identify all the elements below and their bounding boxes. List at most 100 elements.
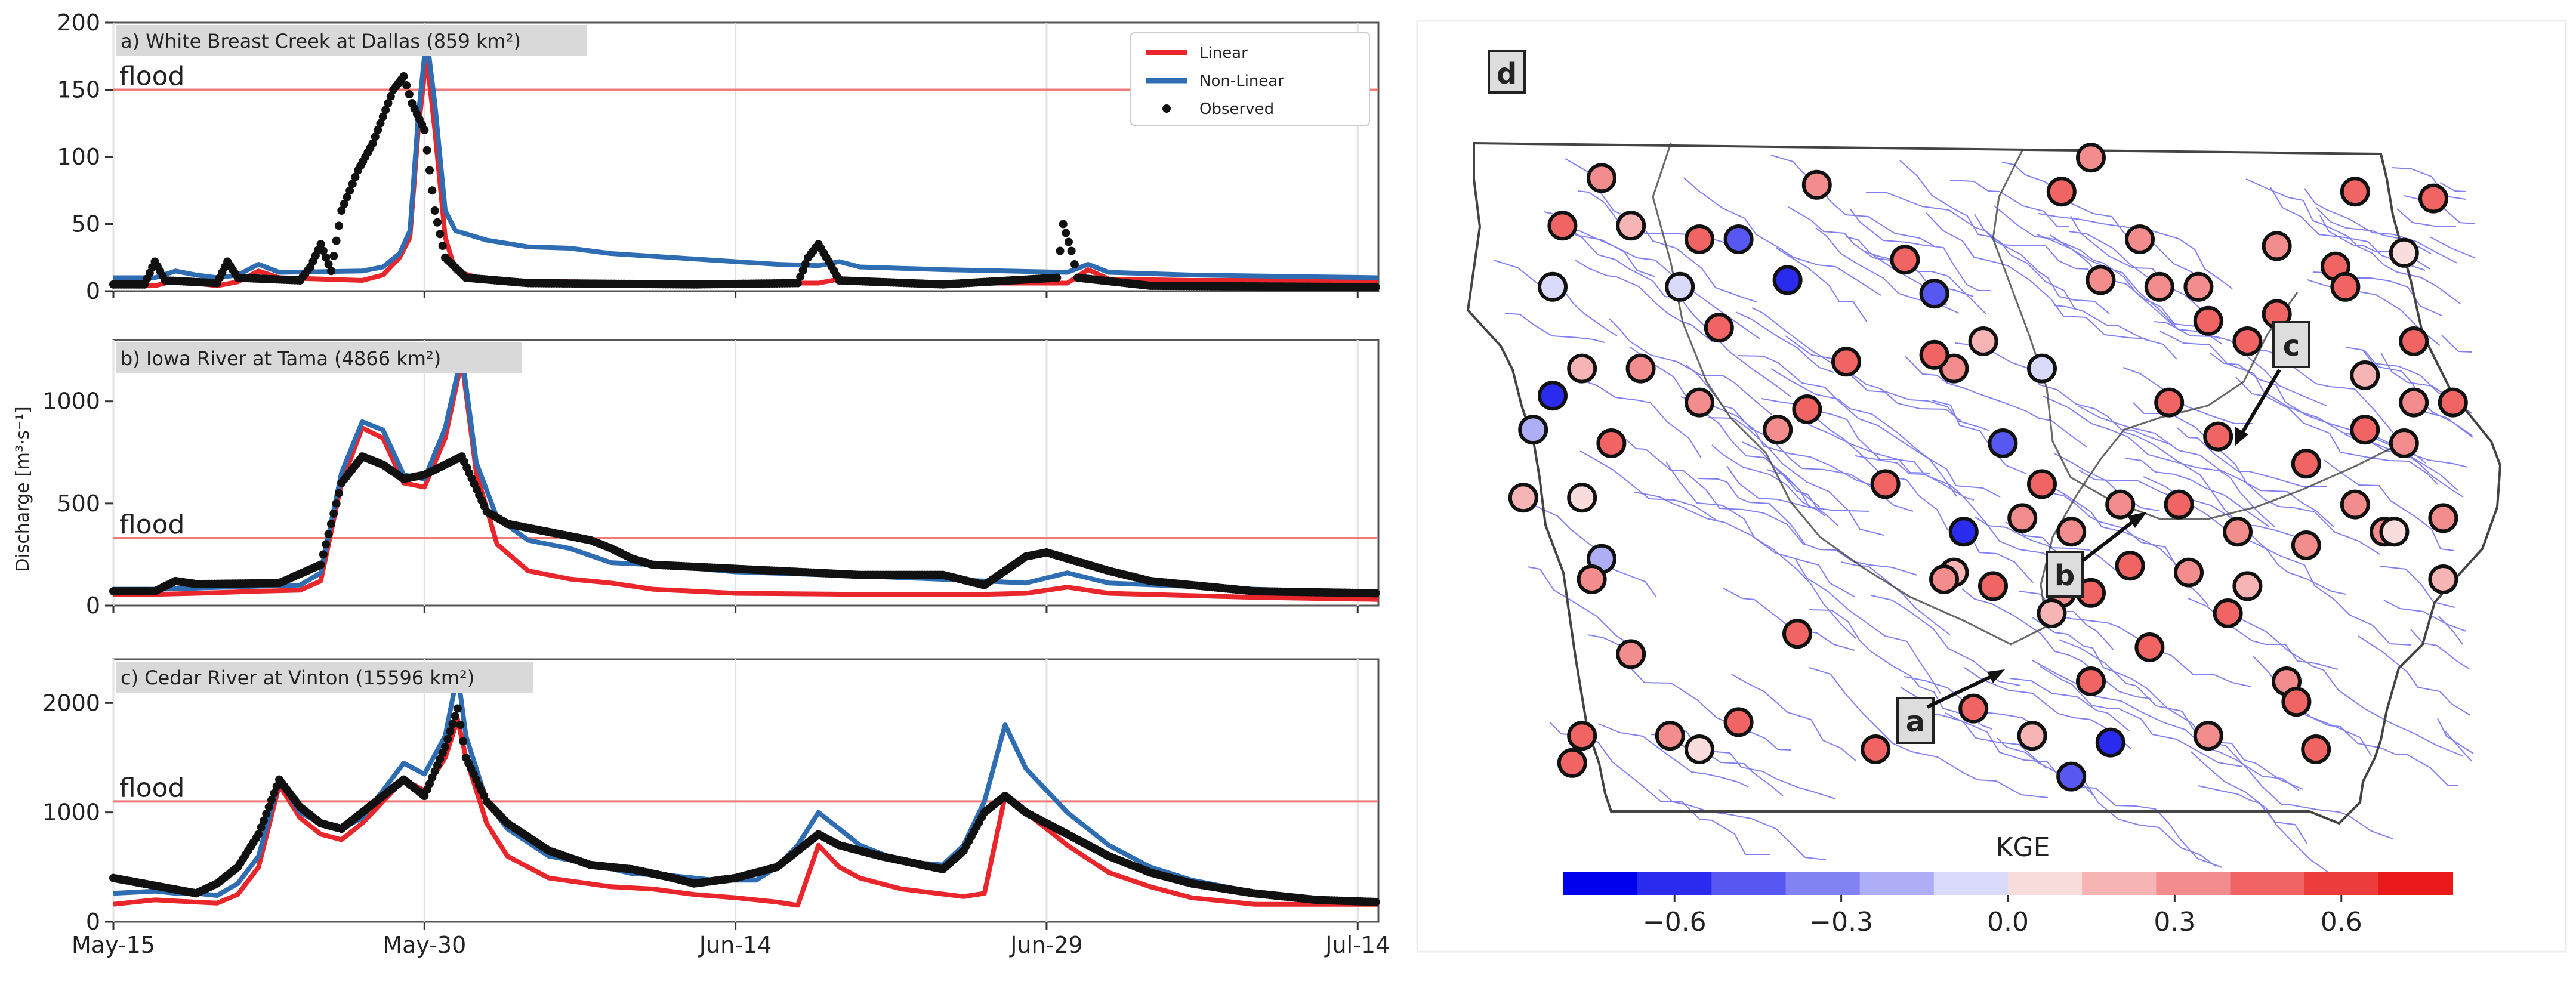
river-segment: [1623, 437, 1805, 546]
gauge-station-marker: [2291, 449, 2321, 479]
gauge-station-marker: [2223, 517, 2253, 547]
river-segment: [2009, 678, 2130, 731]
observed-point: [1070, 260, 1079, 268]
river-segment: [2441, 335, 2473, 353]
y-axis-label: Discharge [m³·s⁻¹]: [13, 406, 33, 572]
river-segment: [1504, 313, 1605, 343]
observed-point: [322, 253, 331, 262]
river-segment: [2209, 352, 2354, 431]
river-segment: [2229, 600, 2463, 756]
observed-point: [1371, 589, 1380, 598]
gauge-station-marker: [2340, 489, 2370, 520]
colorbar-segment: [2156, 872, 2231, 895]
observed-point: [329, 251, 338, 260]
y-tick-label: 500: [57, 490, 100, 517]
gauge-station-marker: [2154, 387, 2185, 418]
observed-point: [371, 132, 380, 141]
gauge-station-marker: [2183, 271, 2214, 302]
gauge-station-marker: [1596, 428, 1627, 458]
river-segment: [2037, 234, 2223, 345]
river-segment: [2071, 776, 2216, 867]
iowa-outline: [1466, 141, 2502, 825]
gauge-station-marker: [2291, 530, 2321, 560]
gauge-station-marker: [1792, 394, 1822, 424]
river-segment: [1770, 368, 1957, 497]
gauge-station-marker: [2076, 666, 2106, 696]
gauge-station-marker: [1538, 271, 1568, 302]
gauge-station-marker: [1685, 387, 1714, 418]
gauge-station-marker: [2174, 557, 2204, 588]
river-segment: [2380, 566, 2455, 608]
river-segment: [1579, 450, 1718, 521]
legend: Linear Non-Linear Observed: [1130, 32, 1370, 126]
colorbar-segment: [1859, 872, 1935, 895]
gauge-station-marker: [2399, 387, 2429, 418]
gauge-station-marker: [1978, 571, 2008, 601]
observed-point: [319, 246, 328, 255]
observed-point: [448, 720, 457, 728]
gauge-station-marker: [1763, 415, 1793, 445]
river-segment: [2358, 635, 2471, 716]
river-segment: [1597, 723, 1749, 788]
observed-point: [351, 172, 360, 181]
river-segment: [1997, 737, 2223, 868]
observed-point: [1056, 246, 1065, 255]
gauge-station-marker: [1508, 483, 1538, 513]
colorbar-tick-label: 0.3: [2154, 907, 2195, 937]
gauge-station-marker: [1567, 721, 1597, 751]
observed-point: [451, 712, 459, 721]
gauge-station-marker: [2203, 421, 2233, 452]
river-segment: [1575, 260, 1713, 342]
river-segment: [2040, 666, 2243, 767]
river-segment: [1609, 318, 1772, 415]
observed-point: [381, 106, 390, 115]
river-segment: [2054, 453, 2159, 511]
gauge-station-marker: [1919, 279, 1949, 309]
observed-point: [270, 789, 279, 798]
observed-point: [1065, 237, 1073, 246]
gauge-station-marker: [1831, 347, 1861, 377]
river-segment: [1949, 180, 2070, 227]
gauge-station-marker: [1948, 517, 1979, 547]
river-segment: [1665, 461, 1856, 598]
river-segment: [1577, 190, 1757, 302]
panel-d-label-box: [1488, 50, 1526, 94]
x-tick-label: May-30: [382, 932, 466, 958]
observed-point: [441, 742, 450, 751]
river-segment: [2304, 188, 2458, 264]
observed-point: [254, 830, 263, 839]
observed-point: [257, 823, 266, 832]
gauge-station-marker: [2232, 571, 2263, 601]
gauge-station-marker: [2125, 224, 2155, 254]
observed-point: [798, 266, 807, 275]
gauge-station-marker: [1557, 748, 1587, 778]
observed-point: [316, 560, 325, 569]
river-segment: [1493, 260, 1618, 336]
observed-point: [384, 99, 393, 107]
basin-boundary-2: [1992, 149, 2405, 520]
linear-series-line: [113, 358, 1379, 602]
river-segment: [1809, 667, 2049, 798]
gauge-station-marker: [2399, 326, 2429, 356]
gauge-station-marker: [2046, 177, 2077, 207]
x-tick-label: Jun-14: [698, 932, 772, 958]
legend-nonlinear-label: Non-Linear: [1199, 72, 1284, 90]
svg-text:a: a: [1906, 705, 1925, 739]
gauge-station-marker: [1772, 265, 1803, 295]
river-segment: [1723, 588, 1855, 651]
river-segment: [2253, 656, 2372, 756]
svg-text:b: b: [2054, 559, 2075, 592]
svg-text:c: c: [2283, 329, 2300, 363]
river-segment: [2177, 427, 2327, 487]
river-segment: [2288, 696, 2458, 786]
gauge-station-marker: [2076, 143, 2106, 173]
river-segment: [2068, 231, 2221, 329]
river-segment: [2201, 740, 2393, 839]
gauge-station-marker: [1723, 224, 1754, 254]
river-segment: [1954, 342, 2173, 446]
flood-label: flood: [119, 510, 184, 540]
panel-d-label: d: [1497, 57, 1517, 91]
river-segment: [1932, 400, 2027, 474]
observed-point: [402, 81, 411, 89]
river-segment: [1964, 667, 2132, 750]
